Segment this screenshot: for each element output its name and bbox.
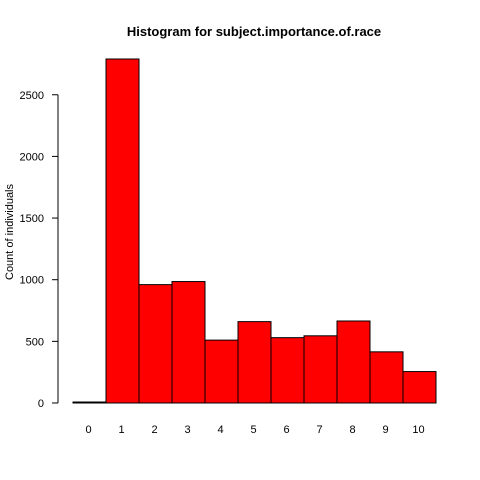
histogram-bar-8 [336, 320, 371, 404]
x-category-label: 7 [316, 424, 322, 436]
x-category-label: 9 [382, 424, 388, 436]
histogram-bar-5 [237, 321, 272, 404]
histogram-bar-2 [138, 284, 173, 404]
y-tick-label: 2000 [20, 151, 44, 163]
x-category-label: 6 [283, 424, 289, 436]
x-category-label: 2 [151, 424, 157, 436]
x-category-label: 3 [184, 424, 190, 436]
chart-title: Histogram for subject.importance.of.race [127, 24, 381, 39]
x-category-label: 5 [250, 424, 256, 436]
y-axis: 0 500 1000 1500 2000 2500 [20, 90, 59, 410]
y-axis-label: Count of individuals [4, 184, 16, 281]
x-category-label: 8 [349, 424, 355, 436]
bars-group [72, 58, 437, 404]
histogram-bar-3 [171, 281, 206, 404]
histogram-bar-0 [72, 401, 107, 404]
x-category-label: 0 [85, 424, 91, 436]
y-tick-label: 500 [26, 336, 44, 348]
histogram-bar-9 [369, 351, 404, 404]
histogram-bar-4 [204, 339, 239, 404]
histogram-bar-7 [303, 335, 338, 404]
y-tick-label: 1500 [20, 213, 44, 225]
histogram-bar-10 [402, 371, 437, 404]
x-category-label: 4 [217, 424, 223, 436]
x-category-label: 1 [118, 424, 124, 436]
histogram-bar-1 [105, 58, 140, 404]
y-tick-label: 2500 [20, 90, 44, 102]
x-axis-labels: 0 1 2 3 4 5 6 7 8 9 10 [85, 424, 424, 436]
y-tick-label: 0 [38, 398, 44, 410]
y-tick-label: 1000 [20, 275, 44, 287]
x-category-label: 10 [412, 424, 424, 436]
histogram-bar-6 [270, 337, 305, 404]
